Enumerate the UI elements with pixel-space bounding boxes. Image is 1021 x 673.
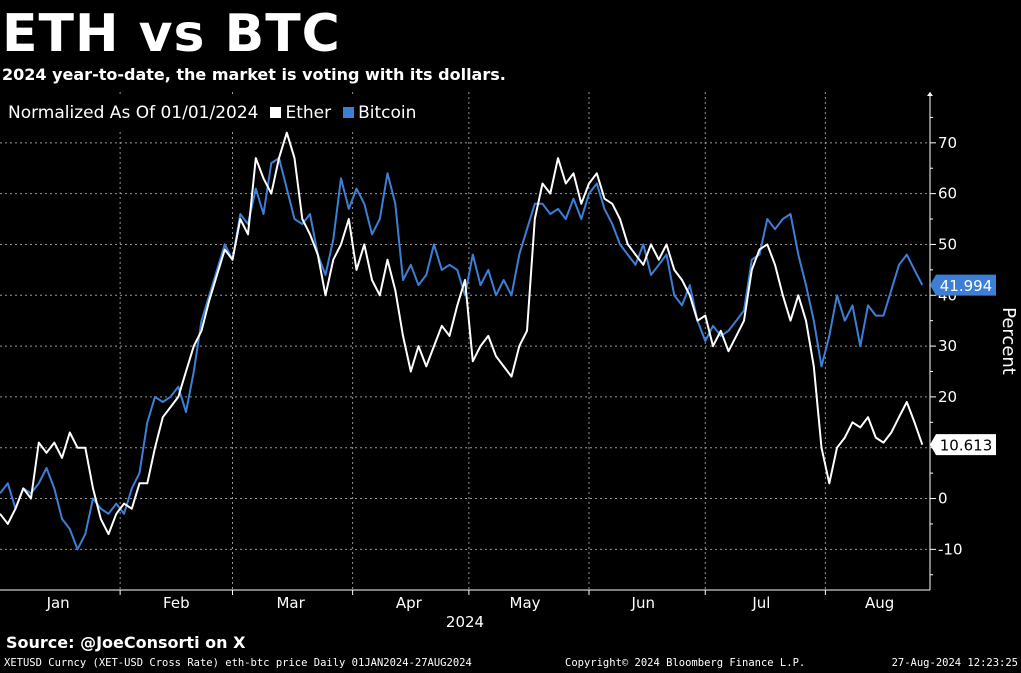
footer-bar: XETUSD Curncy (XET-USD Cross Rate) eth-b…: [0, 656, 1021, 672]
x-tick-label: Apr: [396, 594, 423, 612]
y-axis-label: Percent: [998, 307, 1019, 375]
y-tick-label: 50: [938, 235, 957, 253]
legend: Normalized As Of 01/01/2024 Ether Bitcoi…: [2, 96, 423, 129]
series-line-ether: [0, 131, 924, 536]
badge-bg: [930, 274, 996, 296]
y-tick-label: 70: [938, 134, 957, 152]
legend-swatch-ether: [270, 107, 282, 118]
y-tick-label: 0: [938, 490, 948, 508]
grid-lines: [0, 92, 930, 590]
y-tick-label: 20: [938, 388, 957, 406]
legend-label-ether: Ether: [285, 102, 332, 123]
series-line-bitcoin: [0, 157, 924, 551]
chart-subtitle: 2024 year-to-date, the market is voting …: [2, 65, 506, 84]
legend-item-bitcoin[interactable]: Bitcoin: [337, 103, 416, 123]
badge-bg: [930, 434, 996, 456]
y-tick-label: 60: [938, 185, 957, 203]
legend-label-bitcoin: Bitcoin: [358, 102, 417, 123]
footer-copyright: Copyright© 2024 Bloomberg Finance L.P.: [565, 657, 806, 669]
x-tick-label: Feb: [163, 594, 190, 612]
badge-text: 10.613: [940, 437, 993, 455]
badge-text: 41.994: [940, 277, 993, 295]
last-value-badge-bitcoin: 41.994: [930, 274, 996, 296]
axis-labels: -10010203040506070JanFebMarAprMayJunJulA…: [46, 134, 1019, 631]
chart-title: ETH vs BTC: [2, 4, 341, 64]
y-tick-label: -10: [938, 540, 963, 558]
footer-timestamp: 27-Aug-2024 12:23:25: [891, 657, 1018, 669]
x-tick-label: Jan: [46, 594, 70, 612]
y-axis-arrow: [927, 92, 933, 96]
axes: [0, 92, 936, 595]
source-credit: Source: @JoeConsorti on X: [6, 633, 246, 652]
last-value-badge-ether: 10.613: [930, 434, 996, 456]
x-tick-label: Mar: [276, 594, 305, 612]
x-axis-label: 2024: [446, 613, 484, 631]
series-lines: [0, 131, 924, 551]
legend-swatch-bitcoin: [343, 107, 355, 118]
legend-prefix: Normalized As Of 01/01/2024: [8, 102, 259, 123]
x-tick-label: Aug: [865, 594, 894, 612]
x-tick-label: May: [510, 594, 541, 612]
x-tick-label: Jul: [751, 594, 770, 612]
x-tick-label: Jun: [631, 594, 655, 612]
y-tick-label: 30: [938, 337, 957, 355]
legend-item-ether[interactable]: Ether: [264, 103, 331, 123]
footer-ticker-info: XETUSD Curncy (XET-USD Cross Rate) eth-b…: [4, 657, 472, 669]
